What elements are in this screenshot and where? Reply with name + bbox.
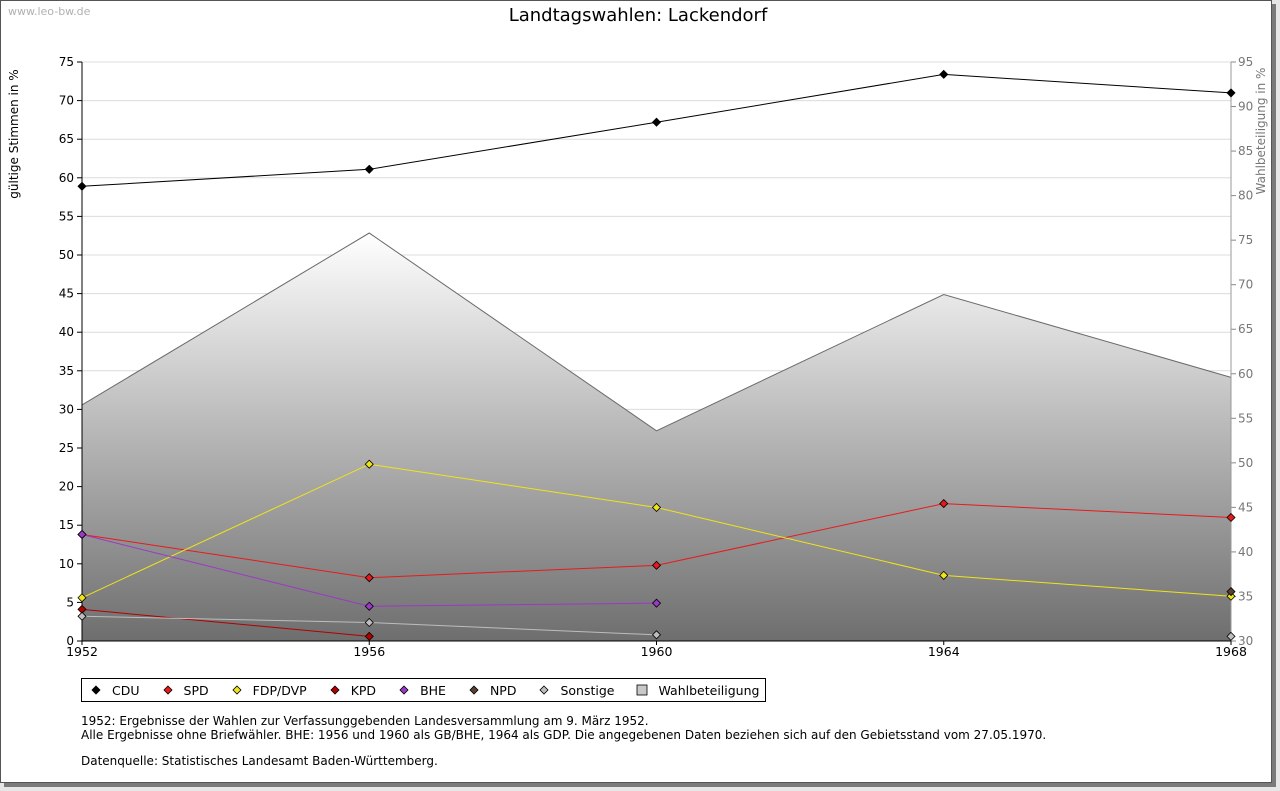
y-tick-label: 40	[59, 325, 74, 339]
cdu-point	[78, 182, 86, 190]
y-tick-label: 50	[59, 248, 74, 262]
legend-symbol-cdu	[90, 684, 102, 696]
y2-tick-label: 70	[1238, 278, 1253, 292]
note-line-2: Alle Ergebnisse ohne Briefwähler. BHE: 1…	[81, 728, 1046, 742]
notes: 1952: Ergebnisse der Wahlen zur Verfassu…	[81, 714, 1046, 768]
legend-symbol-spd	[162, 684, 174, 696]
legend-item-wahlbeteiligung: Wahlbeteiligung	[636, 683, 759, 698]
legend-label: FDP/DVP	[253, 683, 307, 698]
legend-item-spd: SPD	[162, 683, 209, 698]
y2-axis-label: Wahlbeteiligung in %	[1254, 68, 1268, 195]
legend-symbol-sonstige	[538, 684, 550, 696]
chart-frame: www.leo-bw.de Landtagswahlen: Lackendorf…	[0, 0, 1272, 783]
legend-symbol-npd	[468, 684, 480, 696]
legend-label: SPD	[184, 683, 209, 698]
legend-label: Sonstige	[560, 683, 614, 698]
y2-tick-label: 80	[1238, 189, 1253, 203]
data-source: Datenquelle: Statistisches Landesamt Bad…	[81, 754, 1046, 768]
cdu-point	[365, 165, 373, 173]
legend-symbol-kpd	[329, 684, 341, 696]
y2-tick-label: 45	[1238, 500, 1253, 514]
x-tick-label: 1964	[928, 644, 960, 659]
y-tick-label: 30	[59, 402, 74, 416]
y2-tick-label: 60	[1238, 367, 1253, 381]
y-tick-label: 35	[59, 364, 74, 378]
chart-title: Landtagswahlen: Lackendorf	[509, 5, 768, 26]
legend-label: KPD	[351, 683, 376, 698]
cdu-point	[653, 118, 661, 126]
y-tick-label: 65	[59, 132, 74, 146]
cdu-line	[82, 74, 1231, 186]
x-tick-label: 1956	[353, 644, 385, 659]
y-tick-label: 10	[59, 557, 74, 571]
y2-tick-label: 35	[1238, 589, 1253, 603]
legend-item-fdp-dvp: FDP/DVP	[231, 683, 307, 698]
legend-symbol-wahlbeteiligung	[636, 684, 648, 696]
y-tick-label: 20	[59, 480, 74, 494]
y-tick-label: 15	[59, 518, 74, 532]
legend-label: CDU	[112, 683, 140, 698]
y2-tick-label: 65	[1238, 322, 1253, 336]
x-tick-label: 1968	[1215, 644, 1247, 659]
y-tick-label: 60	[59, 171, 74, 185]
note-line-1: 1952: Ergebnisse der Wahlen zur Verfassu…	[81, 714, 1046, 728]
cdu-point	[940, 70, 948, 78]
y2-tick-label: 50	[1238, 456, 1253, 470]
wahlbeteiligung-area	[82, 233, 1231, 641]
y-axis-label: gültige Stimmen in %	[7, 69, 21, 198]
legend-item-sonstige: Sonstige	[538, 683, 614, 698]
y2-tick-label: 75	[1238, 233, 1253, 247]
y2-tick-label: 40	[1238, 545, 1253, 559]
cdu-point	[1227, 89, 1235, 97]
legend-label: BHE	[420, 683, 446, 698]
legend: CDU SPD FDP/DVP KPD BHE NPD Sonstige Wahlbeteil…	[81, 678, 766, 702]
y-tick-label: 55	[59, 209, 74, 223]
y2-tick-label: 85	[1238, 144, 1253, 158]
x-tick-label: 1952	[66, 644, 98, 659]
legend-label: NPD	[490, 683, 517, 698]
legend-symbol-fdp-dvp	[231, 684, 243, 696]
legend-symbol-bhe	[398, 684, 410, 696]
y-tick-label: 45	[59, 287, 74, 301]
y-tick-label: 75	[59, 55, 74, 69]
x-tick-label: 1960	[641, 644, 673, 659]
legend-item-npd: NPD	[468, 683, 517, 698]
y2-tick-label: 55	[1238, 411, 1253, 425]
y-tick-label: 5	[66, 595, 74, 609]
y-tick-label: 70	[59, 94, 74, 108]
legend-item-cdu: CDU	[90, 683, 140, 698]
legend-item-bhe: BHE	[398, 683, 446, 698]
chart: Landtagswahlen: Lackendorf 0510152025303…	[1, 1, 1273, 701]
legend-item-kpd: KPD	[329, 683, 376, 698]
y2-tick-label: 95	[1238, 55, 1253, 69]
y2-tick-label: 90	[1238, 100, 1253, 114]
y-tick-label: 25	[59, 441, 74, 455]
legend-label: Wahlbeteiligung	[658, 683, 759, 698]
